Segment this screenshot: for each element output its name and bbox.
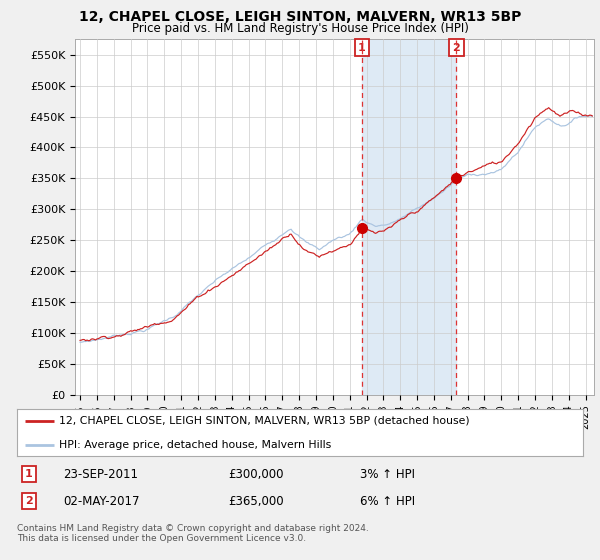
Text: £365,000: £365,000	[228, 494, 284, 508]
Text: 1: 1	[358, 43, 366, 53]
Bar	[362, 39, 457, 395]
Text: £300,000: £300,000	[228, 468, 284, 481]
Text: 23-SEP-2011: 23-SEP-2011	[63, 468, 138, 481]
Text: 12, CHAPEL CLOSE, LEIGH SINTON, MALVERN, WR13 5BP: 12, CHAPEL CLOSE, LEIGH SINTON, MALVERN,…	[79, 10, 521, 24]
Text: Contains HM Land Registry data © Crown copyright and database right 2024.
This d: Contains HM Land Registry data © Crown c…	[17, 524, 368, 543]
Text: HPI: Average price, detached house, Malvern Hills: HPI: Average price, detached house, Malv…	[59, 440, 332, 450]
Text: 12, CHAPEL CLOSE, LEIGH SINTON, MALVERN, WR13 5BP (detached house): 12, CHAPEL CLOSE, LEIGH SINTON, MALVERN,…	[59, 416, 470, 426]
Text: 3% ↑ HPI: 3% ↑ HPI	[360, 468, 415, 481]
Text: 2: 2	[452, 43, 460, 53]
Text: 6% ↑ HPI: 6% ↑ HPI	[360, 494, 415, 508]
Text: Price paid vs. HM Land Registry's House Price Index (HPI): Price paid vs. HM Land Registry's House …	[131, 22, 469, 35]
Text: 02-MAY-2017: 02-MAY-2017	[63, 494, 139, 508]
Text: 1: 1	[25, 469, 32, 479]
Text: 2: 2	[25, 496, 32, 506]
